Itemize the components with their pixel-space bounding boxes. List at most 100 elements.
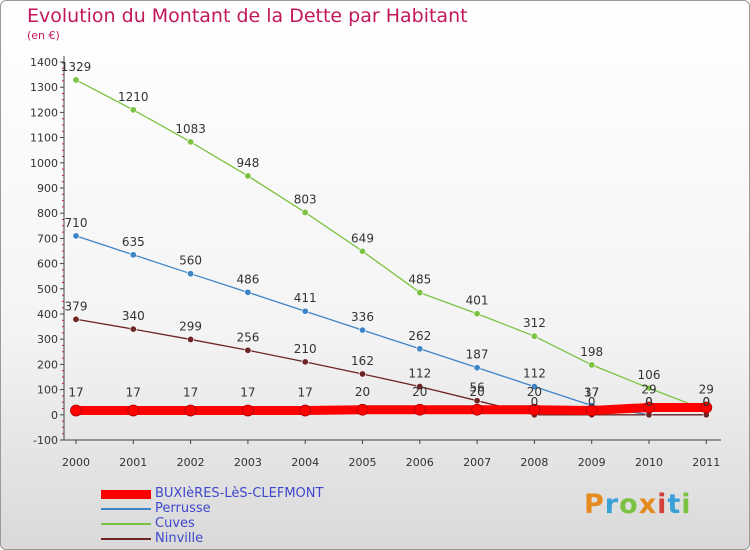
y-tick-label: 1300	[30, 81, 58, 94]
logo-letter: x	[638, 489, 658, 520]
data-point	[413, 403, 426, 416]
data-label: 17	[240, 386, 255, 400]
logo-letter: P	[584, 489, 605, 520]
data-point	[358, 370, 366, 378]
data-label: 162	[351, 354, 374, 368]
data-label: 262	[408, 329, 431, 343]
data-label: 17	[126, 386, 141, 400]
series-line-ninville	[75, 318, 707, 416]
legend-item: Cuves	[101, 516, 401, 531]
y-tick-label: 1400	[30, 56, 58, 69]
data-label: 0	[645, 395, 653, 409]
y-tick-label: -100	[33, 434, 58, 447]
data-label: 649	[351, 231, 374, 245]
y-tick-label: 800	[37, 207, 58, 220]
data-point	[700, 401, 713, 414]
logo-letter: o	[619, 489, 639, 520]
data-point	[588, 361, 596, 369]
series-line-perrusse	[75, 235, 707, 416]
data-label: 411	[294, 291, 317, 305]
data-point	[129, 325, 137, 333]
proxiti-logo: Proxiti	[584, 489, 692, 520]
y-tick-label: 300	[37, 333, 58, 346]
series-line-cuves	[75, 79, 707, 411]
data-label: 20	[469, 385, 484, 399]
data-point	[244, 346, 252, 354]
x-tick-label: 2003	[234, 456, 262, 469]
legend-swatch	[101, 523, 151, 525]
logo-letter: i	[681, 489, 692, 520]
data-label: 106	[638, 368, 661, 382]
data-point	[358, 247, 366, 255]
data-point	[358, 326, 366, 334]
data-point	[530, 383, 538, 391]
data-point	[244, 172, 252, 180]
data-point	[528, 403, 541, 416]
data-label: 0	[645, 395, 653, 409]
data-point	[184, 404, 197, 417]
x-tick-label: 2010	[635, 456, 663, 469]
data-label: 56	[469, 381, 484, 395]
legend-item: Perrusse	[101, 501, 401, 516]
legend-item: Ninville	[101, 531, 401, 546]
data-label: 210	[294, 342, 317, 356]
x-tick-label: 2006	[406, 456, 434, 469]
data-point	[585, 404, 598, 417]
data-label: 20	[527, 385, 542, 399]
data-point	[129, 251, 137, 259]
data-label: 1329	[61, 60, 92, 74]
data-label: 299	[179, 319, 202, 333]
x-tick-label: 2007	[463, 456, 491, 469]
data-point	[72, 76, 80, 84]
data-label: 112	[523, 367, 546, 381]
data-point	[187, 335, 195, 343]
data-label: 256	[236, 330, 259, 344]
data-label: 635	[122, 235, 145, 249]
data-point	[416, 289, 424, 297]
data-point	[530, 332, 538, 340]
data-label: 710	[65, 216, 88, 230]
data-label: 948	[236, 156, 259, 170]
y-tick-label: 200	[37, 358, 58, 371]
data-point	[645, 384, 653, 392]
x-tick-label: 2005	[349, 456, 377, 469]
data-point	[471, 403, 484, 416]
data-point	[301, 208, 309, 216]
data-point	[473, 364, 481, 372]
legend: BUXIèRES-LèS-CLEFMONT Perrusse Cuves Ninvil…	[101, 486, 401, 546]
data-label: 37	[584, 385, 599, 399]
data-point	[356, 403, 369, 416]
data-point	[416, 345, 424, 353]
data-point	[301, 358, 309, 366]
x-tick-label: 2004	[291, 456, 319, 469]
data-label: 0	[702, 395, 710, 409]
data-point	[72, 315, 80, 323]
data-point	[473, 310, 481, 318]
x-tick-label: 2000	[62, 456, 90, 469]
data-label: 198	[580, 345, 603, 359]
legend-label: Ninville	[155, 531, 204, 546]
chart-unit: (en €)	[27, 29, 60, 42]
data-point	[72, 232, 80, 240]
data-label: 379	[65, 299, 88, 313]
x-tick-label: 2009	[578, 456, 606, 469]
data-label: 312	[523, 316, 546, 330]
y-tick-label: 0	[51, 409, 58, 422]
data-label: 1083	[175, 122, 206, 136]
data-point	[643, 401, 655, 414]
series-line-buxi-res-l-s-clefmont	[71, 402, 711, 416]
data-point	[70, 404, 82, 417]
logo-letter: i	[657, 489, 668, 520]
logo-letter: r	[604, 489, 620, 520]
y-tick-label: 900	[37, 182, 58, 195]
data-label: 20	[412, 385, 427, 399]
data-label: 336	[351, 310, 374, 324]
data-label: 29	[641, 382, 656, 396]
data-point	[416, 383, 424, 391]
legend-swatch	[101, 489, 151, 499]
legend-swatch	[101, 508, 151, 510]
data-point	[299, 404, 312, 417]
data-label: 187	[466, 348, 489, 362]
data-point	[187, 270, 195, 278]
